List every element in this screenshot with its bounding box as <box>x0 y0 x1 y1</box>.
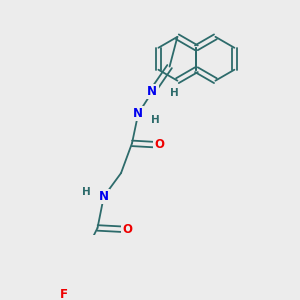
Text: H: H <box>170 88 179 98</box>
Text: F: F <box>60 288 68 300</box>
Text: H: H <box>151 115 160 125</box>
Text: N: N <box>147 85 157 98</box>
Text: O: O <box>154 138 164 152</box>
Text: O: O <box>122 223 132 236</box>
Text: N: N <box>133 107 143 120</box>
Text: N: N <box>99 190 109 203</box>
Text: H: H <box>82 187 91 197</box>
